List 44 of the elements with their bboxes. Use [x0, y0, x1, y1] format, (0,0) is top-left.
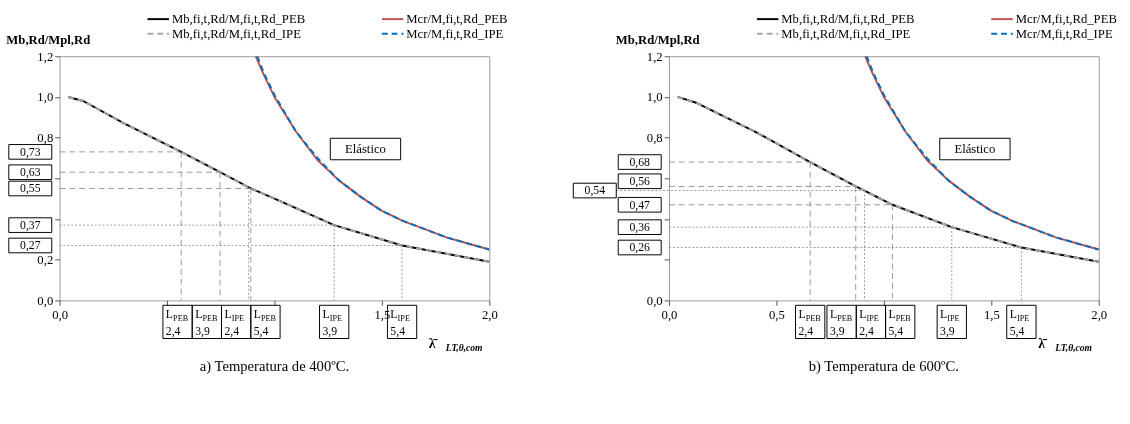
ref-line-label: 0,47: [629, 198, 651, 212]
y-tick-label: 0,0: [646, 293, 663, 308]
ref-line-label: 0,63: [20, 166, 41, 180]
y-axis-title: Mb,Rd/Mpl,Rd: [6, 33, 91, 48]
y-tick-label: 1,0: [646, 90, 663, 105]
y-tick-label: 1,0: [37, 90, 54, 105]
annotation: Elástico: [345, 141, 386, 156]
line-series: [67, 95, 490, 263]
text: b) Temperatura de 600ºC.: [808, 357, 960, 375]
x-axis-title: λ̄LT,θ,com: [1038, 336, 1092, 354]
ref-line-label: 0,26: [629, 241, 651, 255]
ref-line-label: 0,37: [20, 219, 41, 233]
legend-label: Mcr/M,fi,t,Rd_IPE: [406, 26, 504, 41]
ref-line-label: 0,55: [20, 182, 41, 196]
y-tick-label: 0,8: [37, 131, 54, 146]
y-tick-label: 1,2: [646, 49, 663, 64]
y-tick-label: 1,2: [37, 49, 54, 64]
legend-label: Mcr/M,fi,t,Rd_PEB: [406, 12, 508, 27]
y-tick-label: 0,8: [646, 131, 663, 146]
legend-label: Mcr/M,fi,t,Rd_IPE: [1015, 26, 1113, 41]
legend-label: Mb,fi,t,Rd/M,fi,t,Rd_IPE: [781, 26, 911, 41]
ref-line-label: 0,56: [629, 175, 651, 189]
legend-label: Mcr/M,fi,t,Rd_PEB: [1015, 12, 1117, 27]
ref-line-label: 0,36: [629, 221, 651, 235]
ref-line-label: 0,68: [629, 155, 651, 169]
legend-label: Mb,fi,t,Rd/M,fi,t,Rd_PEB: [171, 12, 306, 27]
x-tick-label: 2,0: [1091, 308, 1108, 323]
line-series: [676, 95, 1099, 263]
y-axis-title: Mb,Rd/Mpl,Rd: [615, 33, 700, 48]
ref-line-label: 0,27: [20, 239, 41, 253]
text: a) Temperatura de 400ºC.: [199, 357, 350, 375]
legend-label: Mb,fi,t,Rd/M,fi,t,Rd_PEB: [781, 12, 915, 27]
y-tick-label: 0,2: [37, 253, 54, 268]
y-tick-label: 0,0: [37, 293, 54, 308]
x-tick-label: 0,0: [661, 308, 678, 323]
ref-line-label: 0,73: [20, 145, 41, 159]
x-tick-label: 1,5: [983, 308, 1000, 323]
annotation: Elástico: [954, 141, 996, 156]
x-axis-title: λ̄LT,θ,com: [428, 336, 483, 354]
x-tick-label: 0,0: [52, 308, 68, 323]
x-tick-label: 0,5: [769, 308, 785, 323]
x-tick-label: 2,0: [481, 308, 498, 323]
legend-label: Mb,fi,t,Rd/M,fi,t,Rd_IPE: [171, 26, 302, 41]
ref-line-label: 0,54: [584, 184, 606, 198]
